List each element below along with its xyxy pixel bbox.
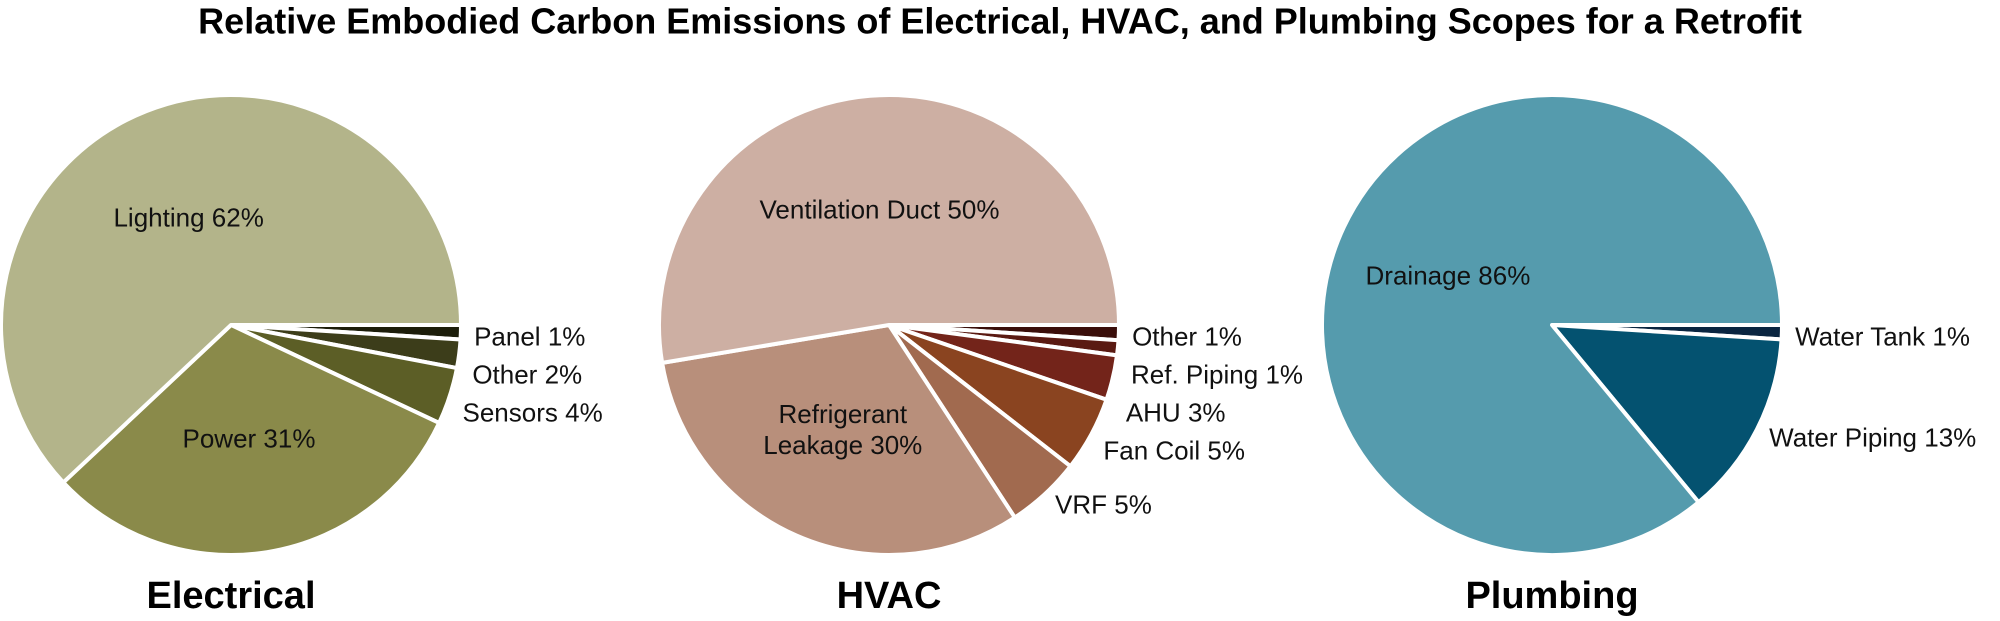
slice-value: 4%: [565, 397, 603, 427]
slice-label: VRF 5%: [1055, 489, 1152, 520]
slice-value: 62%: [211, 202, 264, 233]
slice-value: 30%: [870, 430, 923, 461]
slice-category: Fan Coil: [1103, 435, 1201, 466]
slice-value: 50%: [947, 194, 1000, 225]
slice-category: Lighting: [113, 202, 205, 233]
slice-label: Water Tank 1%: [1795, 321, 1970, 352]
slice-label: Ref. Piping 1%: [1131, 359, 1303, 390]
slice-value: 86%: [1478, 260, 1531, 291]
slice-value: 13%: [1924, 422, 1977, 453]
slice-label: AHU 3%: [1126, 397, 1226, 428]
slice-category: Refrigerant Leakage: [763, 399, 908, 461]
slice-category: Ventilation Duct: [759, 194, 941, 225]
slice-value: 1%: [1204, 321, 1242, 352]
slice-category: Power: [182, 423, 257, 454]
slice-category: Drainage: [1365, 260, 1472, 291]
slice-label: Refrigerant Leakage 30%: [739, 399, 946, 461]
pie-slice: [1550, 323, 1784, 505]
chart-title: Relative Embodied Carbon Emissions of El…: [198, 1, 1802, 42]
slice-label: Other 2%: [472, 359, 582, 390]
pie-slice: [657, 93, 1121, 365]
slice-category: Water Piping: [1769, 422, 1917, 453]
slice-label: Fan Coil 5%: [1103, 435, 1245, 466]
slice-category: Sensors: [462, 397, 558, 427]
slice-value: 1%: [547, 321, 586, 351]
slice-category: Panel: [474, 321, 541, 351]
slice-label: Panel 1%: [474, 321, 585, 352]
slice-category: Other: [472, 359, 538, 389]
slice-value: 31%: [263, 423, 316, 454]
slice-label: Water Piping 13%: [1769, 422, 1976, 453]
slice-label: Sensors 4%: [462, 397, 602, 428]
slice-category: Other: [1132, 321, 1198, 352]
slice-category: Ref. Piping: [1131, 359, 1259, 390]
pie-slice: [0, 93, 463, 485]
slice-value: 1%: [1932, 321, 1970, 351]
slice-label: Power 31%: [145, 423, 352, 454]
pie-title: Plumbing: [1465, 575, 1638, 617]
slice-value: 1%: [1265, 359, 1304, 390]
slice-label: Other 1%: [1132, 321, 1242, 352]
pie-slice: [61, 323, 442, 557]
slice-value: 3%: [1187, 397, 1226, 428]
slice-label: Lighting 62%: [5, 203, 373, 234]
slice-value: 2%: [544, 359, 583, 389]
slice-label: Drainage 86%: [1264, 261, 1632, 292]
slice-category: VRF: [1055, 489, 1107, 520]
slice-label: Ventilation Duct 50%: [696, 195, 1064, 226]
pie-slice: [1320, 93, 1784, 557]
slice-category: Water Tank: [1795, 321, 1926, 351]
pie-title: HVAC: [837, 575, 942, 617]
slice-value: 5%: [1207, 435, 1245, 466]
slice-category: AHU: [1125, 397, 1181, 428]
pie-slice: [660, 323, 1017, 557]
pie-title: Electrical: [147, 575, 316, 617]
slice-value: 5%: [1114, 489, 1152, 520]
